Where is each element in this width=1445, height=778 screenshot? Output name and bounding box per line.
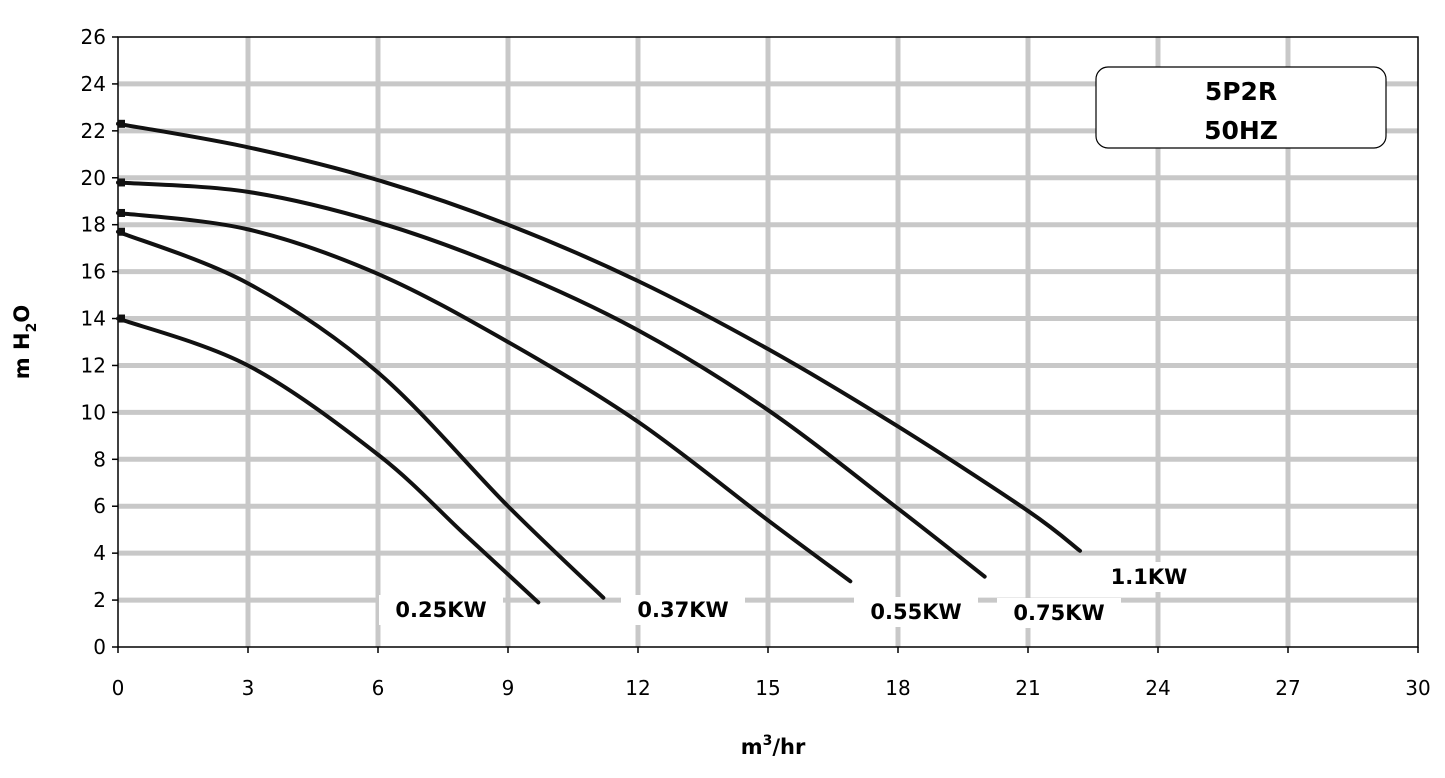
y-tick-label: 4: [93, 541, 106, 565]
x-axis-title-base: m: [741, 735, 763, 759]
y-axis-title-sub: 2: [24, 323, 40, 333]
x-axis-title: m3/hr: [741, 733, 806, 759]
model-box: 5P2R 50HZ: [1095, 66, 1387, 149]
series-label-0-25kw: 0.25KW: [395, 598, 486, 622]
x-tick-label: 9: [502, 676, 515, 700]
series-label-bg: [379, 595, 503, 625]
series-labels: 0.25KW 0.37KW 0.55KW 0.75KW 1.1KW: [379, 562, 1211, 628]
x-tick-label: 12: [625, 676, 650, 700]
series-start-marker: [118, 314, 125, 323]
x-tick-label: 21: [1015, 676, 1040, 700]
x-tick-label: 15: [755, 676, 780, 700]
series-label-0-37kw: 0.37KW: [637, 598, 728, 622]
series-start-marker: [118, 119, 125, 128]
y-tick-label: 14: [81, 307, 106, 331]
y-axis-title-base: m H: [10, 332, 34, 379]
y-axis-title-rest: O: [10, 305, 34, 323]
x-tick-label: 24: [1145, 676, 1170, 700]
series-label-bg: [854, 597, 978, 627]
series-label-bg: [621, 595, 745, 625]
model-name: 5P2R: [1205, 77, 1277, 106]
x-tick-label: 18: [885, 676, 910, 700]
y-tick-label: 12: [81, 353, 106, 377]
series-line-0-25kw: [116, 316, 541, 605]
y-axis-title: m H2O: [10, 305, 40, 379]
y-tick-label: 20: [81, 166, 106, 190]
x-axis-ticks: 0 3 6 9 12 15 18 21 24 27 30: [112, 647, 1431, 700]
x-tick-label: 0: [112, 676, 125, 700]
x-tick-label: 27: [1275, 676, 1300, 700]
y-tick-label: 10: [81, 400, 106, 424]
series-label-bg: [1087, 562, 1211, 592]
x-tick-label: 6: [372, 676, 385, 700]
y-tick-label: 24: [81, 72, 106, 96]
y-tick-label: 26: [81, 25, 106, 49]
series-label-0-75kw: 0.75KW: [1013, 601, 1104, 625]
series-label-bg: [997, 598, 1121, 628]
x-tick-label: 30: [1405, 676, 1430, 700]
series-line-0-37kw: [116, 229, 606, 600]
series-line-1-1kw: [116, 121, 1082, 553]
y-tick-label: 22: [81, 119, 106, 143]
y-tick-label: 0: [93, 635, 106, 659]
y-tick-label: 18: [81, 213, 106, 237]
x-tick-label: 3: [242, 676, 255, 700]
series-start-marker: [118, 227, 125, 236]
model-box-frame: [1095, 66, 1387, 149]
series-label-0-55kw: 0.55KW: [870, 600, 961, 624]
series-line-0-75kw: [116, 180, 987, 579]
series-label-1-1kw: 1.1KW: [1111, 565, 1188, 589]
series-line-0-55kw: [116, 210, 853, 584]
x-axis-title-sup: 3: [763, 733, 773, 749]
model-frequency: 50HZ: [1204, 116, 1278, 145]
y-tick-label: 2: [93, 588, 106, 612]
x-axis-title-rest: /hr: [772, 735, 806, 759]
series-lines: [116, 119, 1082, 605]
y-tick-label: 16: [81, 260, 106, 284]
y-tick-label: 6: [93, 494, 106, 518]
y-tick-label: 8: [93, 447, 106, 471]
series-start-marker: [118, 178, 125, 187]
series-start-marker: [118, 208, 125, 217]
